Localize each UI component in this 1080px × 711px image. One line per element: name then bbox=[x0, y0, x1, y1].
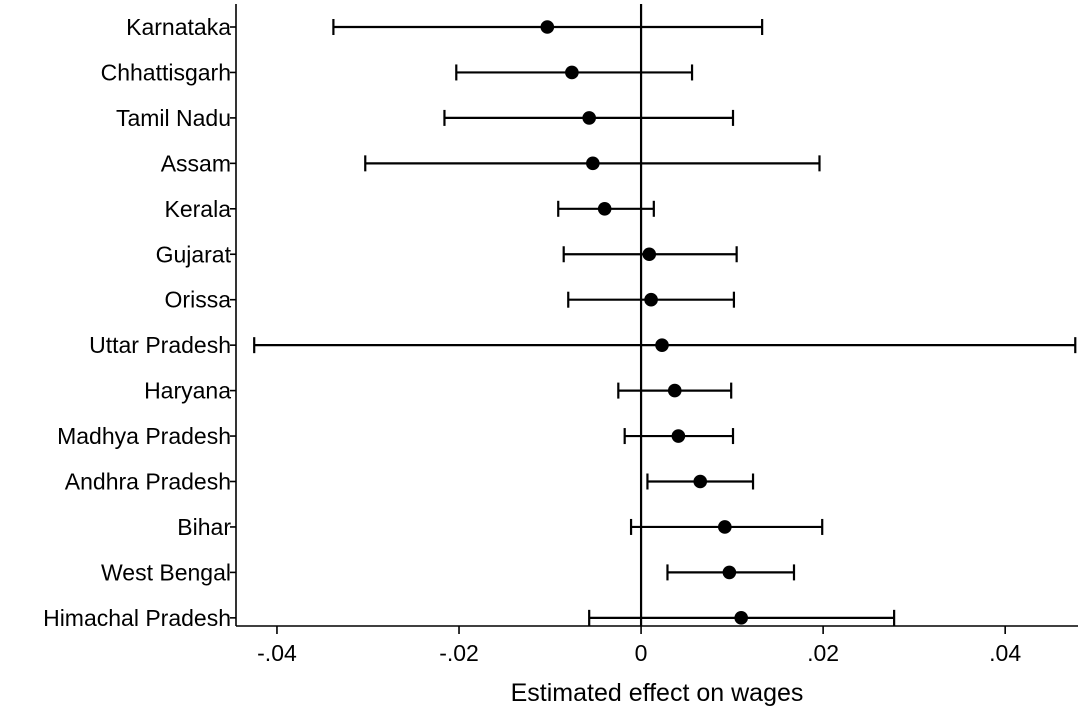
y-axis-category-labels: Karnataka Chhattisgarh Tamil Nadu Assam Kera… bbox=[43, 14, 232, 631]
point-estimate bbox=[597, 202, 612, 216]
y-category-label: Karnataka bbox=[126, 14, 231, 40]
point-estimate bbox=[722, 565, 737, 580]
point-estimate bbox=[644, 292, 658, 307]
axes bbox=[230, 4, 1078, 634]
point-estimate bbox=[734, 611, 748, 625]
point-estimate bbox=[565, 65, 579, 80]
x-axis-title: Estimated effect on wages bbox=[511, 679, 804, 707]
point-estimate bbox=[667, 383, 682, 398]
y-category-label: Haryana bbox=[144, 378, 231, 404]
x-tick-label: 0 bbox=[635, 640, 648, 666]
x-tick-label: -.04 bbox=[257, 640, 297, 666]
y-category-label: Gujarat bbox=[156, 241, 232, 267]
y-category-label: Andhra Pradesh bbox=[65, 469, 231, 495]
y-category-label: Assam bbox=[161, 150, 231, 176]
y-category-label: Kerala bbox=[165, 196, 232, 222]
y-category-label: Tamil Nadu bbox=[116, 105, 231, 131]
y-category-label: Madhya Pradesh bbox=[57, 423, 231, 449]
point-estimate bbox=[586, 156, 600, 171]
point-estimate bbox=[642, 247, 657, 262]
x-tick-label: -.02 bbox=[439, 640, 479, 666]
y-category-label: Bihar bbox=[177, 514, 231, 540]
x-axis-tick-labels: -.04 -.02 0 .02 .04 bbox=[257, 640, 1021, 666]
y-category-label: Uttar Pradesh bbox=[89, 332, 231, 358]
point-estimate bbox=[655, 338, 669, 352]
x-tick-label: .04 bbox=[989, 640, 1021, 666]
point-estimate bbox=[693, 474, 708, 489]
y-category-label: West Bengal bbox=[101, 559, 231, 585]
point-estimate bbox=[540, 20, 555, 34]
point-estimates bbox=[540, 20, 748, 625]
y-category-label: Chhattisgarh bbox=[101, 59, 231, 85]
x-tick-label: .02 bbox=[807, 640, 839, 666]
y-category-label: Himachal Pradesh bbox=[43, 605, 231, 631]
confidence-intervals bbox=[253, 19, 1077, 626]
point-estimate bbox=[582, 111, 596, 125]
point-estimate bbox=[671, 429, 686, 443]
point-estimate bbox=[718, 520, 732, 534]
y-category-label: Orissa bbox=[165, 287, 232, 313]
